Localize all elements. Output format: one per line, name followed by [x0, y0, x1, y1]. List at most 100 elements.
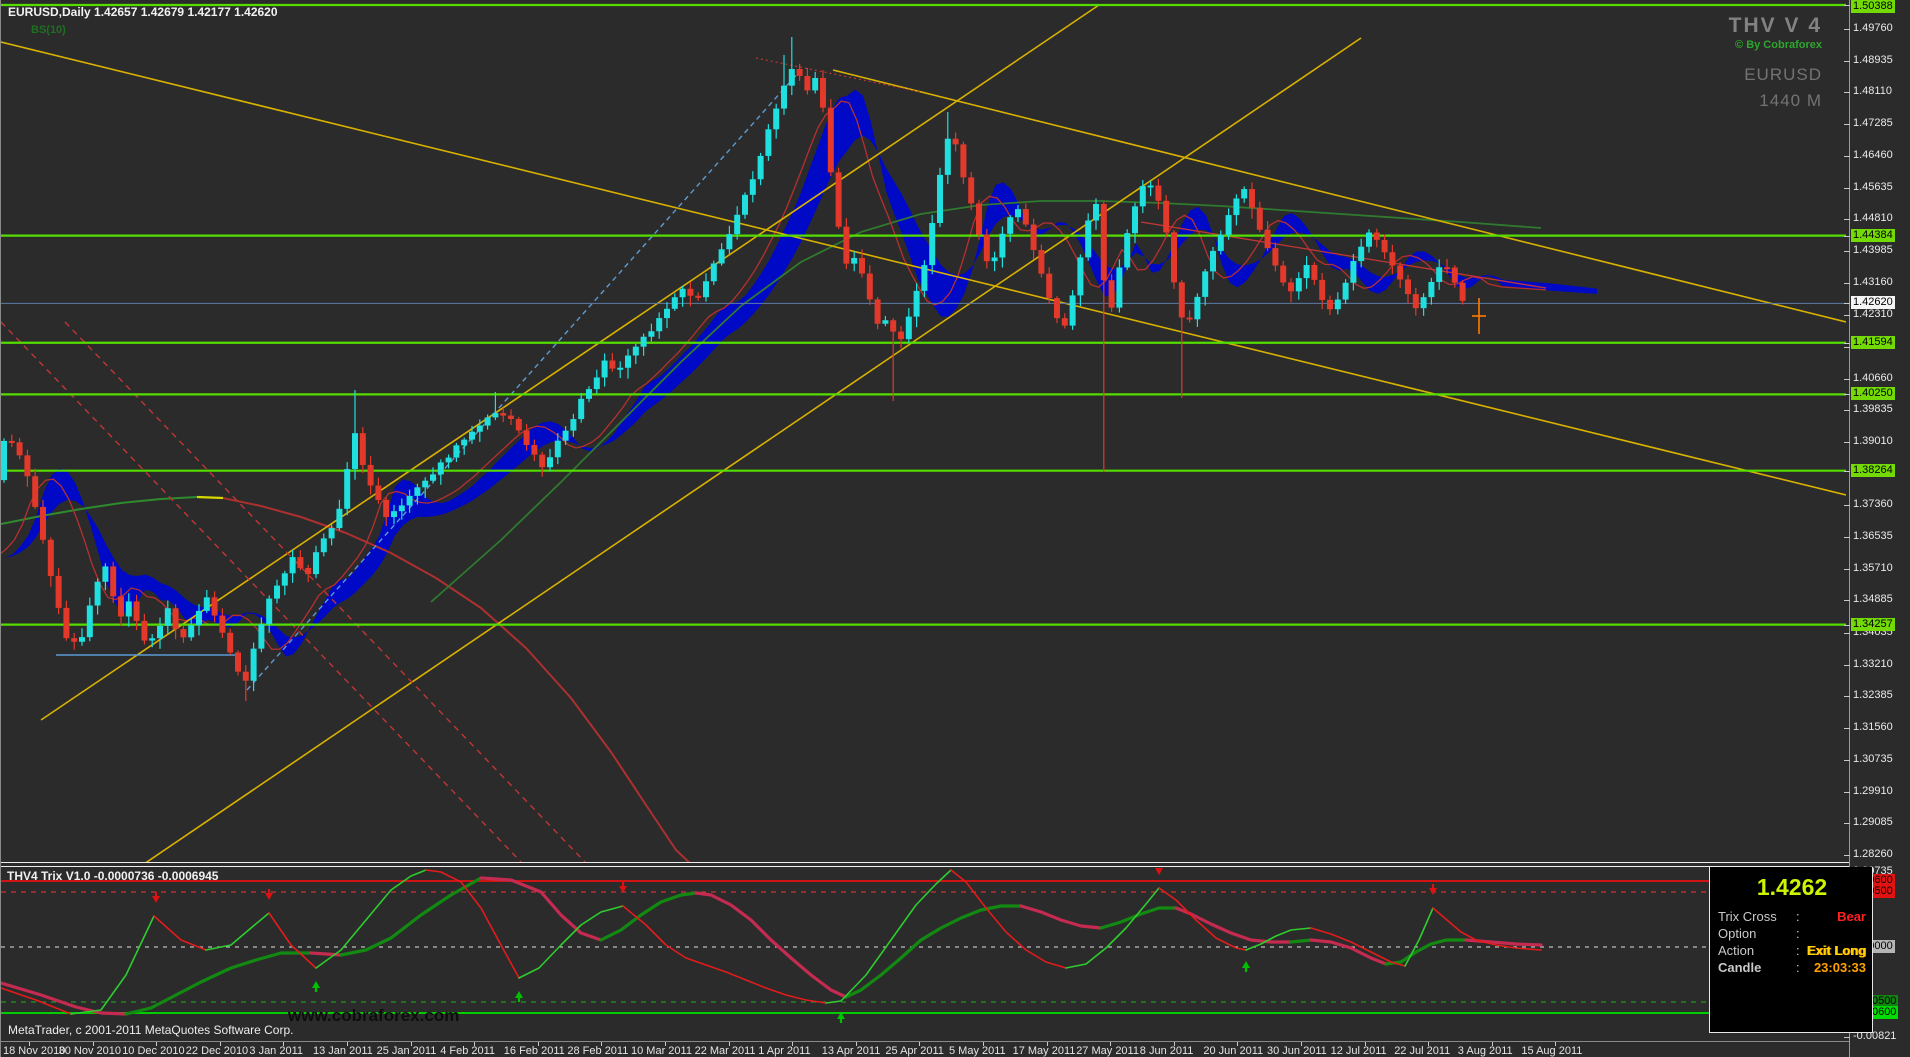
date-label: 30 Nov 2010: [58, 1045, 121, 1057]
trend-line[interactable]: [1140, 221, 1547, 289]
axis-tick: [1844, 378, 1850, 380]
cobraforex-watermark: www.cobraforex.com: [288, 1006, 460, 1025]
axis-tick: [1844, 315, 1850, 317]
trix-axis-label: -0.00821: [1853, 1030, 1897, 1043]
axis-tick: [1844, 92, 1850, 94]
date-tick: [1173, 1042, 1175, 1046]
date-label: 20 Jun 2011: [1203, 1045, 1264, 1057]
ma-curve: [222, 497, 691, 862]
ma-curve: [196, 495, 224, 500]
copyright-text: MetaTrader, c 2001-2011 MetaQuotes Softw…: [8, 1023, 294, 1037]
info-box-price: 1.4262: [1756, 874, 1828, 900]
trix-pane[interactable]: [1, 846, 1846, 1023]
date-label: 25 Apr 2011: [885, 1045, 944, 1057]
price-axis-label: 1.32385: [1853, 689, 1893, 702]
axis-tick: [1844, 124, 1850, 126]
red-ema-line: [1, 100, 1547, 650]
price-axis-label: 1.39010: [1853, 435, 1893, 448]
info-row: Option:: [1718, 925, 1866, 942]
price-axis-label: 1.31560: [1853, 721, 1893, 734]
axis-tick: [1844, 1037, 1850, 1039]
date-label: 3 Aug 2011: [1457, 1045, 1513, 1057]
axis-tick: [1844, 410, 1850, 412]
axis-tick: [1844, 394, 1850, 396]
axis-tick: [1844, 60, 1850, 62]
thv-watermark: THV V 4 © By Cobraforex EURUSD 1440 M: [1729, 14, 1822, 111]
date-tick: [1237, 1042, 1239, 1046]
date-tick: [1491, 1042, 1493, 1046]
trend-line[interactable]: [1, 321, 522, 862]
axis-tick: [1844, 442, 1850, 444]
date-label: 1 Apr 2011: [758, 1045, 811, 1057]
date-tick: [92, 1042, 94, 1046]
date-label: 5 May 2011: [949, 1045, 1006, 1057]
axis-tick: [1844, 823, 1850, 825]
date-tick: [665, 1042, 666, 1046]
axis-tick: [1844, 854, 1850, 856]
info-row: Action: Exit Long: [1718, 942, 1866, 959]
trend-line[interactable]: [64, 321, 586, 862]
axis-tick: [1844, 5, 1850, 6]
date-axis[interactable]: 18 Nov 2010 30 Nov 2010 10 Dec 2010 22 Dec …: [1, 1041, 1849, 1057]
trix-buy-arrow-icon: [1242, 961, 1250, 972]
price-axis-label: 1.28260: [1853, 847, 1893, 860]
date-label: 28 Feb 2011: [567, 1045, 629, 1057]
date-label: 8 Jun 2011: [1139, 1045, 1194, 1057]
watermark-symbol: EURUSD: [1744, 65, 1822, 84]
price-axis-label: 1.38264: [1851, 463, 1895, 477]
price-axis-label: 1.48935: [1853, 53, 1893, 66]
date-label: 30 Jun 2011: [1267, 1045, 1327, 1057]
trix-sell-arrow-icon: [265, 889, 273, 900]
trix-sell-arrow-icon: [947, 846, 955, 857]
price-axis-label: 1.34257: [1851, 617, 1895, 631]
date-tick: [219, 1042, 221, 1046]
price-axis-label: 1.42620: [1851, 296, 1895, 310]
price-axis-label: 1.43160: [1853, 275, 1893, 288]
date-label: 22 Dec 2010: [185, 1045, 249, 1057]
price-axis-label: 1.29910: [1853, 784, 1893, 797]
price-axis-label: 1.46460: [1853, 148, 1893, 161]
price-axis-label: 1.43985: [1853, 243, 1893, 256]
price-axis-label: 1.48110: [1853, 85, 1892, 98]
date-label: 16 Feb 2011: [503, 1045, 565, 1057]
date-tick: [855, 1042, 857, 1046]
axis-tick: [1844, 342, 1850, 344]
trix-sell-arrow-icon: [1155, 868, 1163, 875]
trix-sell-arrow-icon: [152, 892, 160, 903]
signal-info-box: 1.4262 Trix Cross: Bear Option: Action: Exit…: [1709, 867, 1873, 1033]
price-axis-label: 1.33210: [1853, 657, 1893, 670]
price-axis-label: 1.35710: [1853, 561, 1893, 574]
trend-line[interactable]: [246, 71, 800, 691]
date-tick: [156, 1042, 158, 1046]
price-axis[interactable]: 1.50388 1.49760 1.48935 1.48110 1.47285 1.464…: [1844, 0, 1910, 1057]
info-row-colon: :: [1796, 960, 1800, 975]
axis-tick: [1844, 791, 1850, 793]
pane-splitter[interactable]: [1, 862, 1849, 867]
price-axis-label: 1.39835: [1853, 403, 1893, 416]
axis-tick: [1844, 155, 1850, 157]
axis-tick: [1844, 29, 1850, 31]
date-tick: [1555, 1042, 1557, 1046]
axis-tick: [1844, 633, 1850, 635]
trend-line[interactable]: [755, 57, 922, 93]
main-pane[interactable]: [1, 3, 1846, 866]
info-row-colon: :: [1796, 943, 1800, 958]
price-axis-label: 1.41594: [1851, 335, 1895, 349]
watermark-byline: © By Cobraforex: [1735, 39, 1822, 51]
axis-tick: [1844, 250, 1850, 252]
watermark-timeframe: 1440 M: [1759, 91, 1822, 110]
indicator-bs-label: BS(10): [31, 24, 66, 36]
trend-line[interactable]: [141, 37, 1362, 866]
date-label: 17 May 2011: [1012, 1045, 1076, 1057]
watermark-title: THV V 4: [1728, 14, 1822, 37]
date-tick: [29, 1042, 30, 1046]
info-row: Trix Cross: Bear: [1718, 908, 1866, 925]
price-axis-label: 1.49760: [1853, 22, 1893, 35]
date-label: 10 Dec 2010: [122, 1045, 185, 1057]
price-axis-label: 1.30735: [1853, 752, 1893, 765]
trend-line[interactable]: [832, 69, 1846, 323]
date-label: 25 Jan 2011: [376, 1045, 437, 1057]
trix-buy-arrow-icon: [837, 1012, 845, 1023]
